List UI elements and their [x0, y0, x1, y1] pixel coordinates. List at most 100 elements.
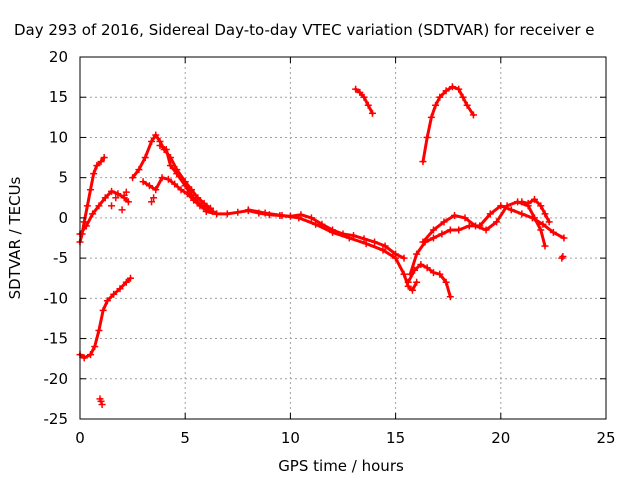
data-point: [158, 174, 166, 182]
data-point: [463, 101, 471, 109]
y-tick-label: -5: [53, 249, 68, 267]
data-point: [148, 198, 156, 206]
x-axis-label: GPS time / hours: [278, 457, 404, 475]
series-track-9: [352, 85, 376, 117]
data-point: [82, 222, 90, 230]
data-point: [413, 278, 421, 286]
data-point: [455, 85, 463, 93]
data-point: [129, 174, 137, 182]
y-axis-label: SDTVAR / TECUs: [6, 176, 24, 299]
data-point: [537, 226, 545, 234]
data-point: [545, 218, 553, 226]
x-tick-label: 5: [180, 429, 190, 447]
data-point: [198, 202, 206, 210]
data-point: [99, 306, 107, 314]
data-point: [530, 195, 538, 203]
data-point: [352, 85, 360, 93]
series-line: [406, 263, 452, 299]
y-tick-label: 10: [49, 128, 68, 146]
data-point: [524, 199, 532, 207]
data-point: [110, 290, 118, 298]
data-point: [307, 214, 315, 222]
data-point: [171, 180, 179, 188]
data-point: [152, 186, 160, 194]
data-point: [190, 194, 198, 202]
data-point: [328, 228, 336, 236]
data-point: [392, 254, 400, 262]
data-point: [472, 222, 480, 230]
data-point: [114, 190, 122, 198]
series-track-8: [244, 206, 421, 294]
data-point: [541, 242, 549, 250]
data-point: [162, 146, 170, 154]
data-point: [141, 154, 149, 162]
data-point: [446, 226, 454, 234]
data-point: [482, 226, 490, 234]
data-point: [100, 154, 108, 162]
x-tick-label: 0: [75, 429, 85, 447]
data-point: [360, 93, 368, 101]
data-point: [96, 395, 104, 403]
data-point: [530, 214, 538, 222]
data-point: [419, 238, 427, 246]
data-point: [371, 238, 379, 246]
data-point: [379, 246, 387, 254]
data-point: [469, 111, 477, 119]
data-point: [93, 162, 101, 170]
scattered-points: [96, 188, 567, 409]
data-point: [423, 264, 431, 272]
x-tick-label: 15: [386, 429, 405, 447]
axis-ticks: 0 5 10 15 20 25 -25 -20 -15 -10 -5 0 5 10 15 20: [44, 48, 616, 447]
data-point: [97, 158, 105, 166]
data-point: [234, 208, 242, 216]
data-point: [295, 214, 303, 222]
data-point: [446, 293, 454, 301]
data-point: [312, 220, 320, 228]
data-point: [89, 210, 97, 218]
data-point: [427, 113, 435, 121]
data-point: [202, 207, 210, 215]
data-point: [152, 131, 160, 139]
data-point: [122, 188, 130, 196]
data-point: [145, 182, 153, 190]
data-point: [404, 278, 412, 286]
plot-frame: [79, 56, 607, 420]
data-point: [541, 210, 549, 218]
data-point: [118, 206, 126, 214]
series-line: [421, 85, 475, 164]
data-point: [364, 101, 372, 109]
series-track-11: [404, 261, 454, 301]
x-tick-label: 25: [596, 429, 615, 447]
data-point: [80, 218, 88, 226]
data-point: [213, 210, 221, 218]
data-point: [400, 270, 408, 278]
data-point: [90, 170, 98, 178]
x-tick-label: 10: [281, 429, 300, 447]
data-point: [150, 194, 158, 202]
data-point: [503, 202, 511, 210]
data-point: [413, 250, 421, 258]
data-point: [368, 109, 376, 117]
data-point: [559, 253, 567, 261]
data-point: [124, 198, 132, 206]
data-point: [101, 194, 109, 202]
data-point: [432, 101, 440, 109]
data-point: [278, 211, 286, 219]
y-tick-label: 15: [49, 88, 68, 106]
series-track-14: [518, 195, 553, 226]
data-point: [345, 234, 353, 242]
data-point: [135, 166, 143, 174]
series-track-13: [419, 198, 549, 250]
data-point: [244, 206, 252, 214]
data-point: [95, 202, 103, 210]
data-point: [507, 206, 515, 214]
data-point: [83, 202, 91, 210]
y-tick-label: 20: [49, 48, 68, 66]
chart-title: Day 293 of 2016, Sidereal Day-to-day VTE…: [14, 21, 595, 39]
data-point: [80, 354, 88, 362]
data-point: [465, 222, 473, 230]
data-point: [91, 343, 99, 351]
data-point: [177, 186, 185, 194]
